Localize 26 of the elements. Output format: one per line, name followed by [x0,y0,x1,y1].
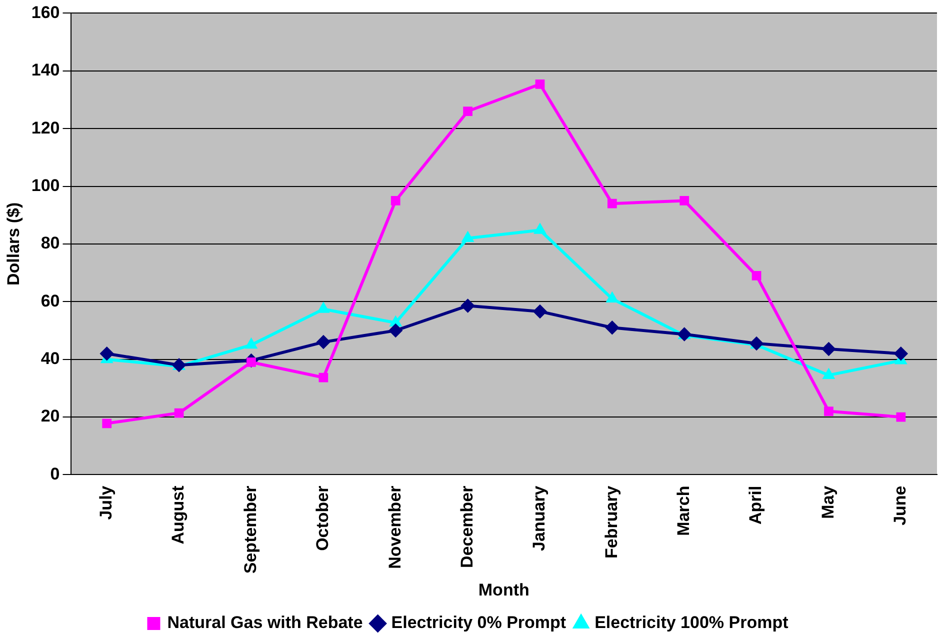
x-tick-label: September [240,485,260,574]
x-tick-label: December [457,485,476,568]
y-tick-label: 120 [31,118,60,138]
y-tick-label: 20 [40,406,60,426]
x-tick-label: August [168,485,188,544]
y-tick-label: 160 [31,2,60,22]
x-tick-label: March [674,486,694,536]
x-tick-label: October [313,485,332,551]
y-tick-label: 0 [50,464,60,484]
x-tick-label: February [602,485,621,558]
y-tick-label: 80 [40,234,60,253]
x-tick-label: June [890,486,910,526]
legend-label: Natural Gas with Rebate [167,613,363,632]
x-tick-label: April [746,486,766,524]
y-tick-label: 40 [40,349,60,368]
y-tick-label: 100 [31,176,60,195]
y-tick-label: 140 [31,60,60,80]
x-tick-label: November [385,485,404,569]
x-tick-label: May [818,485,838,519]
x-tick-label: January [530,485,549,551]
legend-label: Electricity 100% Prompt [594,613,789,632]
legend-label: Electricity 0% Prompt [391,613,566,632]
y-tick-label: 60 [40,291,60,310]
y-axis-title: Dollars ($) [4,202,23,286]
x-tick-label: July [96,485,116,520]
x-axis-title: Month [478,580,530,600]
